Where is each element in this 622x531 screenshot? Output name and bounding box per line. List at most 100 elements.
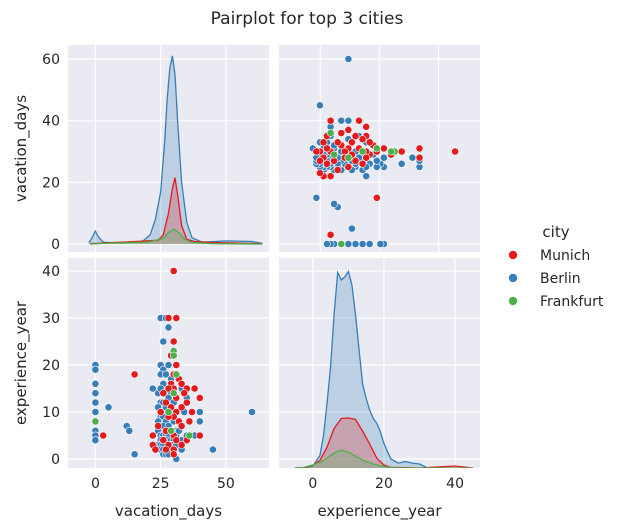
- point-berlin: [91, 389, 100, 398]
- point-munich: [358, 135, 367, 144]
- point-munich: [99, 431, 108, 440]
- y-tick-label: 30: [42, 311, 60, 327]
- point-berlin: [344, 55, 353, 63]
- x-tick-label: 0: [308, 476, 317, 492]
- point-munich: [169, 267, 178, 275]
- density-fill-frankfurt: [295, 450, 473, 468]
- point-berlin: [362, 172, 371, 181]
- point-munich: [344, 125, 353, 134]
- y-tick-label: 0: [51, 452, 60, 468]
- density-fill-berlin: [295, 271, 438, 468]
- legend-label-frankfurt: Frankfurt: [540, 294, 604, 310]
- density-fill-munich: [90, 177, 263, 244]
- legend-label-munich: Munich: [540, 248, 590, 264]
- point-munich: [164, 314, 173, 322]
- point-munich: [315, 169, 324, 177]
- point-berlin: [91, 408, 100, 416]
- x-tick-label: 25: [152, 476, 170, 492]
- scatter-experience-vs-vacation: [308, 55, 459, 248]
- point-berlin: [337, 116, 346, 125]
- x-tick-label: 20: [375, 476, 393, 492]
- point-berlin: [344, 240, 353, 248]
- point-berlin: [104, 403, 113, 412]
- point-munich: [315, 156, 324, 165]
- point-munich: [415, 144, 424, 153]
- point-berlin: [195, 417, 204, 426]
- point-munich: [177, 403, 186, 412]
- point-frankfurt: [337, 240, 346, 248]
- point-munich: [156, 408, 165, 416]
- experience-year-density: [294, 269, 473, 468]
- point-berlin: [248, 408, 256, 416]
- point-berlin: [164, 323, 173, 332]
- y-axis-label-vacation-days: vacation_days: [12, 95, 31, 202]
- point-munich: [195, 431, 204, 440]
- point-berlin: [91, 398, 100, 407]
- point-berlin: [323, 240, 331, 248]
- point-munich: [351, 132, 360, 140]
- point-berlin: [164, 361, 173, 369]
- y-axis-label-experience-year: experience_year: [12, 300, 31, 425]
- x-axis-label-vacation-days: vacation_days: [115, 502, 222, 521]
- point-frankfurt: [164, 408, 173, 416]
- point-munich: [379, 144, 388, 153]
- point-munich: [372, 193, 381, 202]
- x-tick-label: 40: [446, 476, 464, 492]
- point-berlin: [351, 240, 360, 248]
- point-munich: [362, 153, 371, 162]
- point-berlin: [330, 199, 338, 208]
- point-munich: [164, 384, 173, 393]
- point-munich: [333, 138, 342, 147]
- point-berlin: [365, 240, 374, 248]
- legend-label-berlin: Berlin: [540, 271, 581, 287]
- density-line-berlin: [88, 55, 263, 245]
- y-tick-label: 40: [42, 264, 60, 280]
- point-berlin: [130, 450, 139, 459]
- point-munich: [415, 153, 424, 162]
- legend-marker-berlin: [508, 273, 518, 283]
- point-berlin: [208, 445, 217, 454]
- point-munich: [159, 389, 168, 398]
- point-berlin: [159, 337, 168, 346]
- point-munich: [451, 147, 459, 156]
- point-munich: [161, 398, 170, 407]
- point-munich: [177, 422, 186, 430]
- point-berlin: [347, 224, 356, 233]
- point-munich: [188, 408, 196, 416]
- density-fill-berlin: [88, 55, 263, 245]
- point-berlin: [125, 426, 134, 435]
- density-line-frankfurt: [294, 449, 473, 468]
- point-frankfurt: [185, 431, 194, 440]
- point-frankfurt: [387, 147, 395, 156]
- point-berlin: [408, 153, 417, 162]
- point-frankfurt: [91, 417, 100, 426]
- y-tick-label: 40: [42, 114, 60, 130]
- point-munich: [326, 116, 335, 125]
- point-berlin: [315, 101, 324, 110]
- point-munich: [326, 172, 335, 181]
- point-berlin: [376, 240, 385, 248]
- density-line-berlin: [294, 269, 438, 468]
- x-tick-label: 50: [217, 476, 235, 492]
- point-berlin: [312, 193, 321, 202]
- point-munich: [130, 370, 139, 379]
- point-munich: [154, 422, 162, 430]
- legend-marker-frankfurt: [508, 296, 518, 306]
- point-munich: [195, 393, 204, 402]
- point-munich: [355, 116, 363, 125]
- point-frankfurt: [172, 370, 181, 379]
- point-berlin: [344, 116, 353, 125]
- point-munich: [326, 230, 335, 239]
- point-munich: [169, 450, 178, 459]
- point-berlin: [372, 156, 381, 165]
- point-berlin: [358, 240, 367, 248]
- x-axis-label-experience-year: experience_year: [317, 502, 442, 521]
- point-frankfurt: [169, 389, 178, 398]
- legend-title: city: [542, 223, 569, 241]
- point-munich: [148, 431, 157, 440]
- chart-title: Pairplot for top 3 cities: [211, 9, 404, 29]
- point-frankfurt: [167, 426, 175, 435]
- legend: city Munich Berlin Frankfurt: [508, 223, 604, 310]
- point-munich: [161, 445, 170, 454]
- point-munich: [151, 445, 160, 454]
